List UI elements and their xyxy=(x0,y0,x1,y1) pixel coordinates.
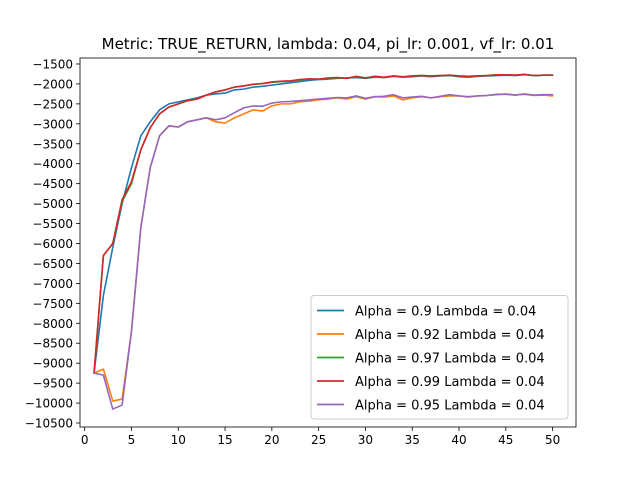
y-tick-label: −4000 xyxy=(32,157,73,171)
legend-label-3: Alpha = 0.99 Lambda = 0.04 xyxy=(355,375,545,390)
series-line-3 xyxy=(93,73,554,374)
y-tick-label: −3000 xyxy=(32,117,73,131)
y-tick-label: −7000 xyxy=(32,277,73,291)
y-tick-label: −8000 xyxy=(32,317,73,331)
x-tick-label: 40 xyxy=(451,433,466,447)
x-tick-label: 20 xyxy=(264,433,279,447)
y-tick-label: −4500 xyxy=(32,177,73,191)
x-tick-label: 50 xyxy=(545,433,560,447)
y-tick-label: −8500 xyxy=(32,337,73,351)
legend-box xyxy=(310,295,569,420)
x-tick-label: 5 xyxy=(128,433,136,447)
y-tick-label: −6500 xyxy=(32,257,73,271)
y-tick-label: −6000 xyxy=(32,237,73,251)
y-tick-label: −10500 xyxy=(25,417,73,431)
x-tick-label: 45 xyxy=(498,433,513,447)
legend: Alpha = 0.9 Lambda = 0.04 Alpha = 0.92 La… xyxy=(310,295,569,420)
y-tick-label: −9000 xyxy=(32,357,73,371)
x-tick-label: 15 xyxy=(217,433,232,447)
y-tick-label: −1500 xyxy=(32,57,73,71)
plot-frame xyxy=(79,57,577,428)
series-layer xyxy=(93,73,554,410)
y-tick-label: −9500 xyxy=(32,377,73,391)
legend-label-0: Alpha = 0.9 Lambda = 0.04 xyxy=(355,305,536,320)
x-tick-label: 30 xyxy=(358,433,373,447)
legend-label-2: Alpha = 0.97 Lambda = 0.04 xyxy=(355,352,545,367)
y-tick-label: −10000 xyxy=(25,397,73,411)
y-tick-label: −2500 xyxy=(32,97,73,111)
chart-title: Metric: TRUE_RETURN, lambda: 0.04, pi_lr… xyxy=(102,35,555,54)
x-tick-label: 35 xyxy=(405,433,420,447)
y-tick-label: −7500 xyxy=(32,297,73,311)
y-tick-label: −3500 xyxy=(32,137,73,151)
y-tick-label: −5000 xyxy=(32,197,73,211)
series-line-4 xyxy=(93,93,554,410)
legend-label-4: Alpha = 0.95 Lambda = 0.04 xyxy=(355,399,545,414)
y-tick-label: −2000 xyxy=(32,77,73,91)
legend-label-1: Alpha = 0.92 Lambda = 0.04 xyxy=(355,328,545,343)
x-tick-label: 0 xyxy=(81,433,89,447)
axes-layer: 0 5 10 15 20 25 30 35 40 45 50 −10500 −10000 −9500 −90… xyxy=(25,57,577,447)
y-tick-label: −5500 xyxy=(32,217,73,231)
x-tick-label: 25 xyxy=(311,433,326,447)
x-tick-label: 10 xyxy=(171,433,186,447)
